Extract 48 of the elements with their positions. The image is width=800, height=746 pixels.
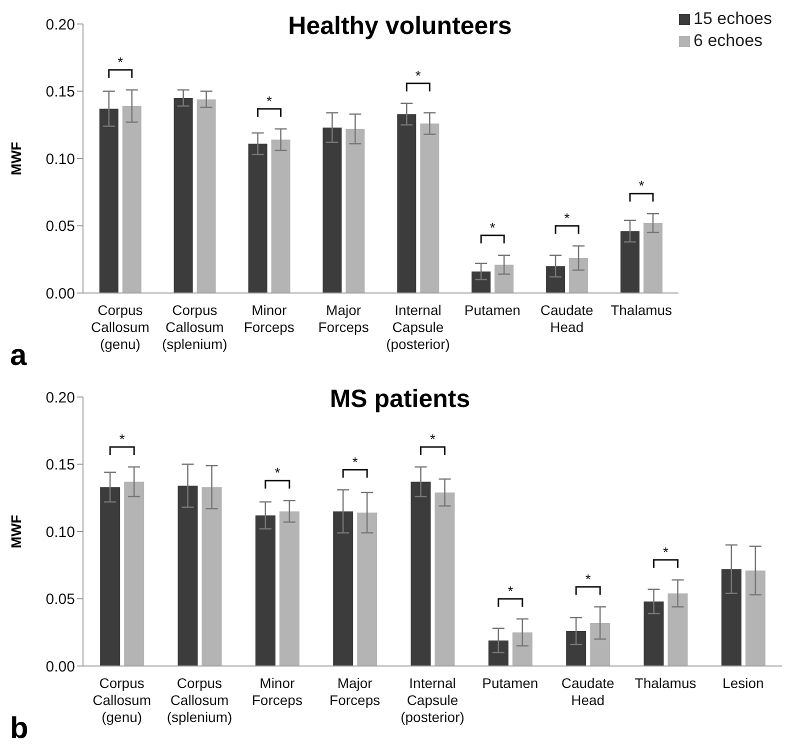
y-tick-label: 0.15 — [46, 84, 75, 101]
y-tick-label: 0.10 — [46, 150, 75, 168]
x-tick-label: Corpus Callosum (splenium) — [162, 302, 228, 352]
x-tick-label: Caudate Head — [540, 302, 594, 335]
annotation: * — [266, 92, 273, 109]
y-axis-title: MWF — [8, 141, 24, 176]
x-tick-label: Corpus Callosum (splenium) — [166, 675, 232, 725]
chart-title: MS patients — [330, 385, 470, 413]
y-tick-label: 0.05 — [46, 218, 75, 236]
legend-label: 15 echoes — [694, 9, 772, 28]
x-tick-label: Major Forceps — [330, 675, 380, 708]
legend-label: 6 echoes — [694, 31, 763, 50]
x-tick-label: Lesion — [722, 675, 764, 691]
annotation: * — [638, 178, 645, 194]
annotation: * — [430, 430, 436, 447]
x-tick-label: Thalamus — [610, 302, 672, 318]
y-tick-label: 0.00 — [46, 658, 75, 676]
y-tick-label: 0.10 — [46, 524, 75, 541]
y-tick-label: 0.20 — [46, 16, 75, 34]
text: a — [10, 339, 27, 373]
x-tick-label: Internal Capsule (posterior) — [400, 675, 464, 725]
annotation: * — [415, 67, 422, 84]
x-tick-label: Minor Forceps — [252, 675, 302, 708]
chart-title: Healthy volunteers — [288, 12, 512, 40]
x-tick-label: Corpus Callosum (genu) — [91, 302, 150, 352]
y-tick-label: 0.20 — [46, 389, 75, 406]
x-tick-label: Internal Capsule (posterior) — [386, 302, 450, 352]
y-axis-title: MWF — [8, 514, 24, 548]
annotation: * — [274, 464, 281, 481]
y-tick-label: 0.05 — [46, 591, 75, 608]
annotation: * — [352, 454, 358, 470]
annotation: * — [585, 570, 592, 587]
annotation: * — [119, 430, 126, 447]
x-tick-label: Major Forceps — [318, 302, 369, 335]
annotation: * — [118, 54, 124, 70]
annotation: * — [490, 219, 496, 236]
annotation: * — [564, 210, 570, 226]
x-tick-label: Putamen — [464, 302, 520, 318]
x-tick-label: Corpus Callosum (genu) — [92, 675, 152, 725]
x-tick-label: Putamen — [482, 675, 538, 691]
y-tick-label: 0.15 — [46, 456, 75, 474]
annotation: * — [508, 582, 514, 599]
annotation: * — [663, 544, 670, 560]
text: b — [10, 712, 28, 746]
x-tick-label: Minor Forceps — [244, 302, 294, 335]
x-tick-label: Caudate Head — [561, 675, 615, 708]
y-tick-label: 0.00 — [46, 285, 75, 302]
x-tick-label: Thalamus — [634, 675, 696, 691]
